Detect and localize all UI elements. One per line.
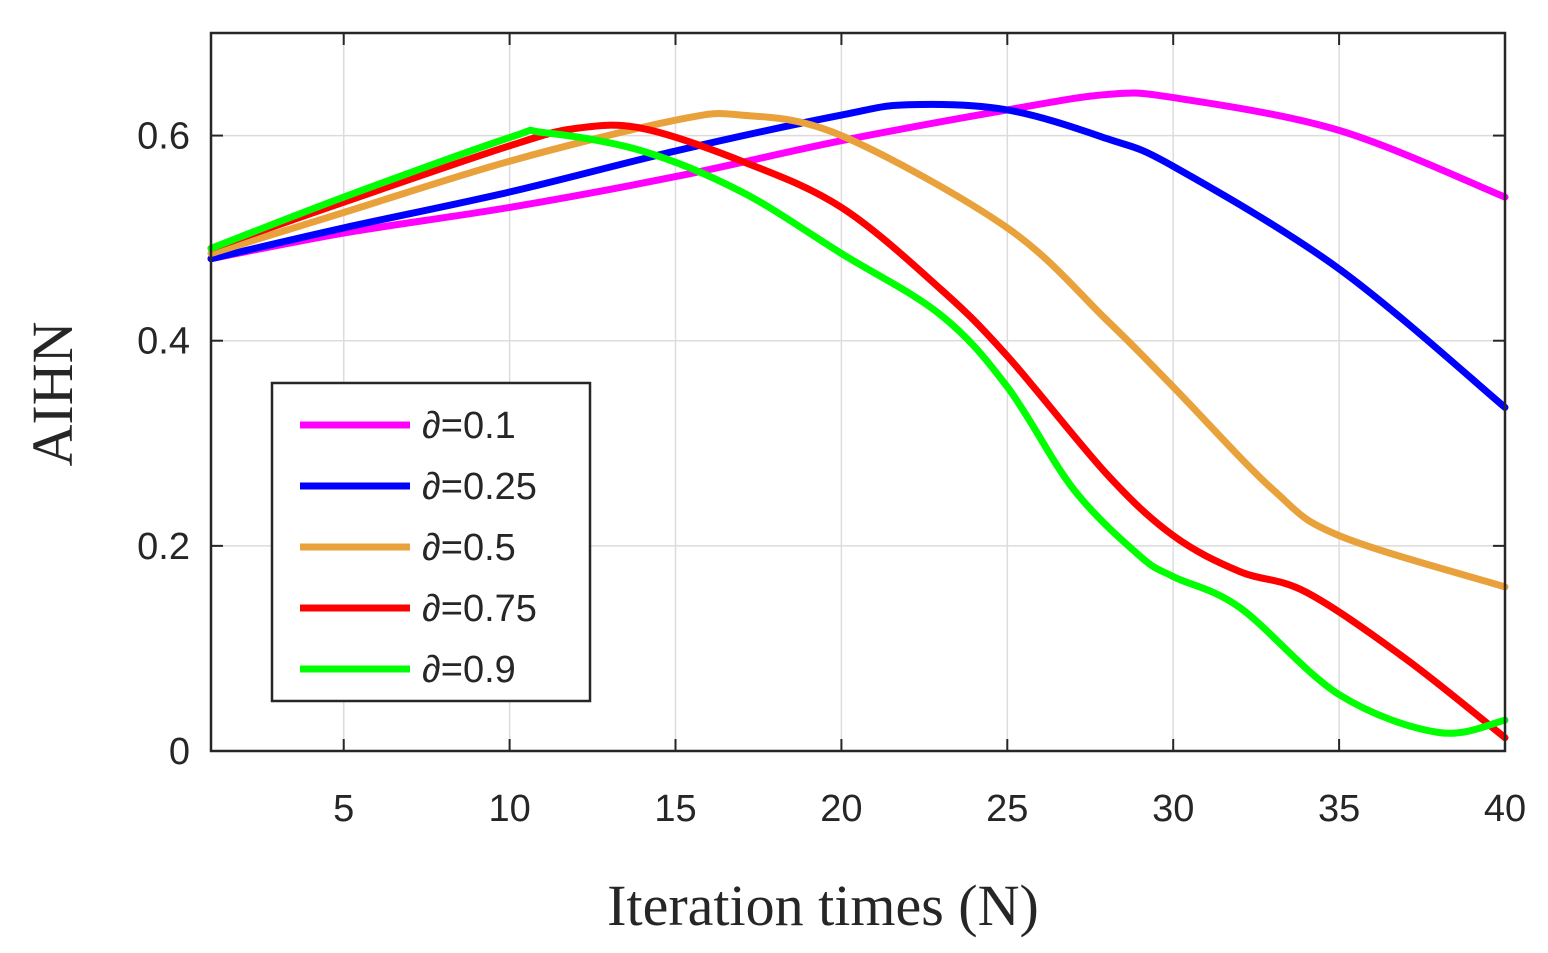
series-line-5 (207, 126, 1509, 737)
legend-label: ∂=0.75 (422, 588, 537, 630)
x-tick-label: 20 (820, 788, 862, 830)
legend-label: ∂=0.9 (422, 649, 516, 691)
series-line-2 (207, 100, 1509, 411)
series-line-4 (207, 121, 1509, 742)
legend-label: ∂=0.1 (422, 405, 516, 447)
x-tick-label: 30 (1152, 788, 1194, 830)
x-tick-label: 10 (488, 788, 530, 830)
x-tick-label: 40 (1484, 788, 1526, 830)
tick-labels: 5 10 15 20 25 30 35 40 0 0.2 0.4 0.6 (137, 116, 1526, 830)
x-tick-label: 35 (1318, 788, 1360, 830)
y-tick-label: 0.2 (137, 526, 190, 568)
y-tick-label: 0 (169, 731, 190, 773)
x-tick-label: 5 (333, 788, 354, 830)
y-tick-label: 0.4 (137, 321, 190, 363)
y-axis-label: AIHN (20, 322, 85, 467)
legend-box (270, 381, 592, 703)
legend-label: ∂=0.5 (422, 527, 516, 569)
legend: ∂=0.1 ∂=0.25 ∂=0.5 ∂=0.75 ∂=0.9 (270, 381, 592, 703)
ticks (211, 33, 1506, 752)
series-lines (207, 89, 1509, 742)
series-line-1 (207, 89, 1509, 263)
x-axis-label: Iteration times (N) (607, 873, 1039, 938)
y-tick-label: 0.6 (137, 116, 190, 158)
axes-box (209, 31, 1507, 753)
legend-label: ∂=0.25 (422, 466, 537, 508)
x-tick-label: 15 (654, 788, 696, 830)
series-line-3 (207, 110, 1509, 591)
x-tick-label: 25 (986, 788, 1028, 830)
